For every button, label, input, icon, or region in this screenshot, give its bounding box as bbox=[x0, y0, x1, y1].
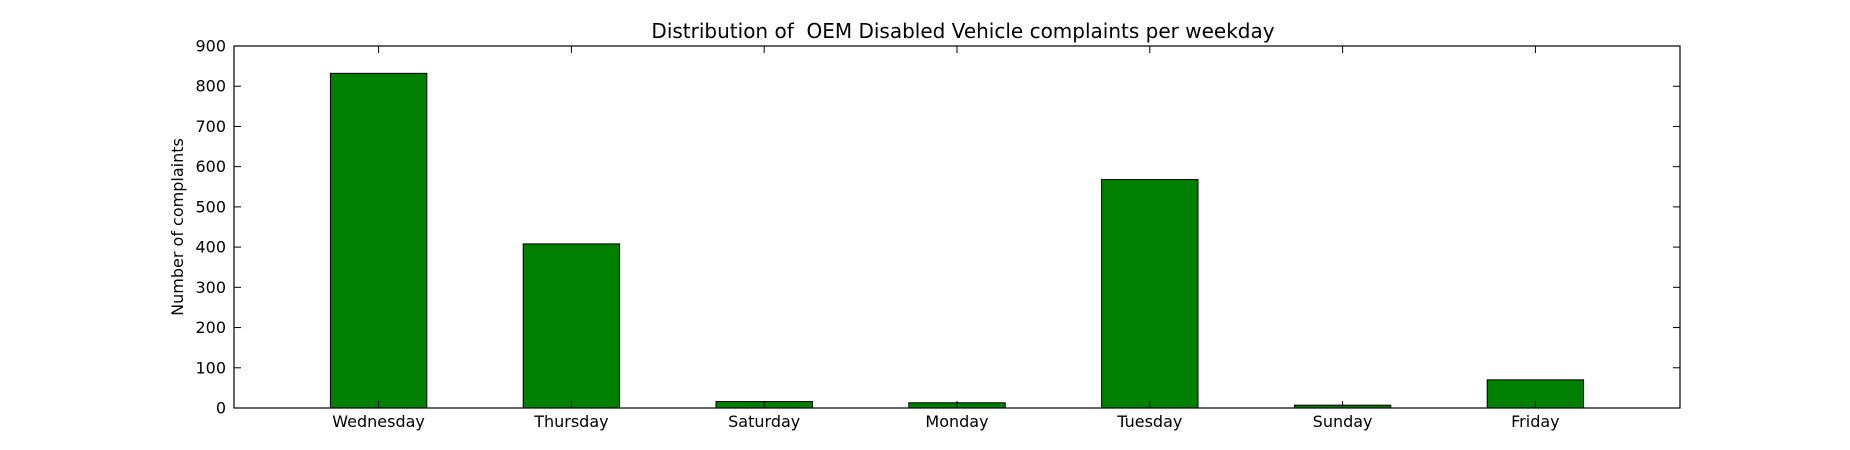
bars-group bbox=[329, 72, 1585, 409]
y-tick-label: 300 bbox=[195, 278, 226, 297]
bar-thursday bbox=[522, 243, 621, 409]
x-tick-label: Monday bbox=[925, 412, 988, 431]
y-tick-label: 900 bbox=[195, 37, 226, 56]
x-tick-label: Thursday bbox=[533, 412, 608, 431]
x-tick-label: Sunday bbox=[1313, 412, 1373, 431]
x-tick-label: Saturday bbox=[728, 412, 800, 431]
bar-tuesday bbox=[1101, 179, 1199, 409]
y-tick-label: 100 bbox=[195, 358, 226, 377]
y-tick-label: 500 bbox=[195, 197, 226, 216]
y-tick-label: 400 bbox=[195, 238, 226, 257]
plot-area-frame bbox=[233, 45, 1681, 409]
y-tick-label: 700 bbox=[195, 117, 226, 136]
y-tick-label: 0 bbox=[216, 399, 226, 418]
y-axis-label: Number of complaints bbox=[168, 138, 187, 316]
y-tick-label: 200 bbox=[195, 318, 226, 337]
y-tick-label: 800 bbox=[195, 77, 226, 96]
x-axis-ticks: Wednesday Thursday Saturday Monday Tuesday Su… bbox=[332, 46, 1560, 431]
x-tick-label: Tuesday bbox=[1116, 412, 1182, 431]
y-tick-label: 600 bbox=[195, 157, 226, 176]
x-tick-label: Friday bbox=[1511, 412, 1560, 431]
bar-wednesday bbox=[329, 72, 428, 409]
chart-title: Distribution of OEM Disabled Vehicle com… bbox=[651, 19, 1274, 43]
y-axis-ticks: 0 100 200 300 400 500 600 700 800 900 bbox=[195, 37, 1680, 418]
x-tick-label: Wednesday bbox=[332, 412, 425, 431]
